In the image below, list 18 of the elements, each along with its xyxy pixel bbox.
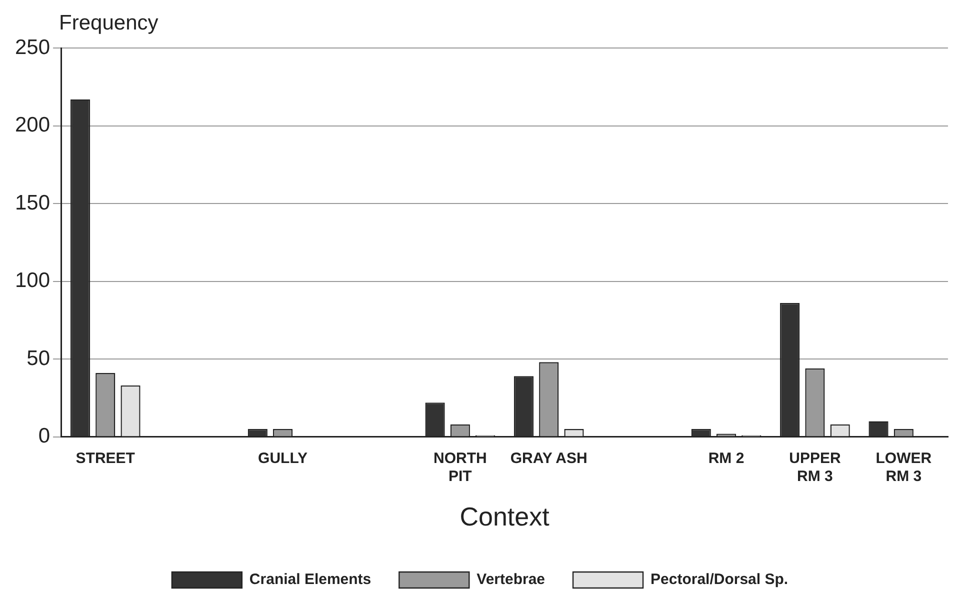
y-tick-label: 100 bbox=[14, 269, 50, 292]
x-tick-label: GULLY bbox=[258, 450, 308, 467]
x-tick-label: RM 2 bbox=[708, 450, 744, 467]
x-tick-label: NORTH PIT bbox=[434, 450, 487, 485]
x-tick-label: UPPER RM 3 bbox=[789, 450, 841, 485]
y-tick-label: 150 bbox=[14, 191, 50, 214]
y-axis-title: Frequency bbox=[59, 11, 159, 34]
x-axis-title: Context bbox=[460, 502, 550, 532]
y-tick-label: 50 bbox=[26, 346, 50, 370]
y-tick-label: 0 bbox=[38, 424, 50, 448]
x-tick-label: LOWER RM 3 bbox=[876, 450, 932, 485]
legend-label: Cranial Elements bbox=[249, 571, 372, 588]
legend-label: Pectoral/Dorsal Sp. bbox=[650, 571, 788, 588]
x-tick-label: GRAY ASH bbox=[510, 450, 588, 467]
y-tick-label: 200 bbox=[14, 114, 50, 137]
x-tick-label: STREET bbox=[76, 450, 135, 467]
legend-label: Vertebrae bbox=[476, 571, 546, 588]
y-tick-label: 250 bbox=[14, 36, 50, 59]
